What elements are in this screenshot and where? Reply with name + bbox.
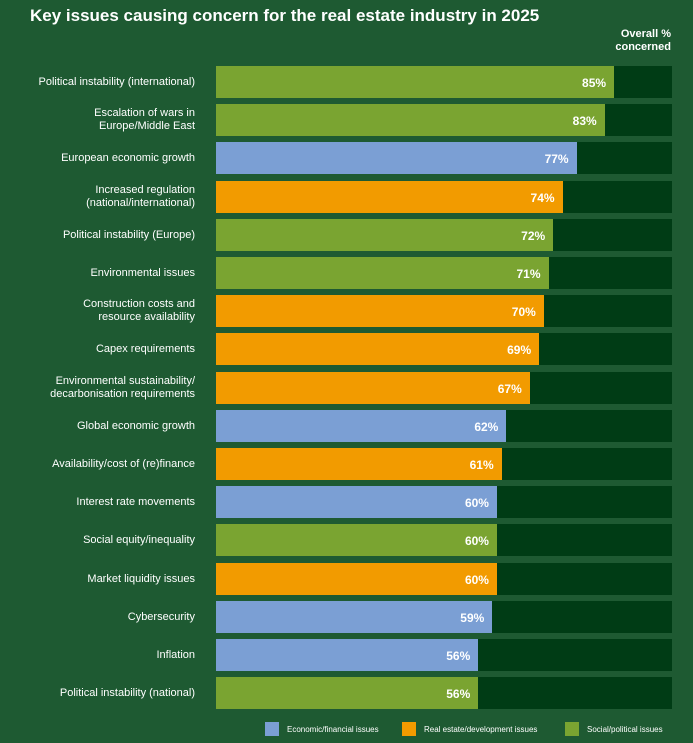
- bar: [216, 639, 479, 671]
- bar-value-label: 61%: [469, 458, 494, 472]
- bar-value-label: 56%: [446, 649, 471, 663]
- bar-value-label: 71%: [516, 267, 541, 281]
- bar-value-label: 70%: [511, 305, 536, 319]
- category-label-text: Interest rate movements: [76, 495, 195, 508]
- bar-track: [216, 333, 672, 365]
- bar-value-label: 62%: [474, 420, 499, 434]
- bar-track: [216, 219, 672, 251]
- category-label-text: European economic growth: [61, 151, 195, 164]
- category-label: Social equity/inequality: [0, 524, 195, 556]
- bar-track: [216, 448, 672, 480]
- bar: [216, 181, 563, 213]
- bar: [216, 142, 577, 174]
- category-label: Political instability (Europe): [0, 219, 195, 251]
- bar-value-label: 69%: [507, 343, 532, 357]
- legend-label: Real estate/development issues: [424, 724, 538, 734]
- bar: [216, 486, 497, 518]
- bar-track: [216, 257, 672, 289]
- category-label-text: Cybersecurity: [127, 610, 195, 623]
- bar-track: [216, 295, 672, 327]
- category-label: Interest rate movements: [0, 486, 195, 518]
- category-label-text: Environmental sustainability/decarbonisa…: [50, 375, 195, 400]
- category-label: Global economic growth: [0, 410, 195, 442]
- bar: [216, 219, 554, 251]
- bar-value-label: 60%: [464, 573, 489, 587]
- legend-swatch: [402, 722, 416, 736]
- legend-swatch: [565, 722, 579, 736]
- bar-track: [216, 639, 672, 671]
- bar-value-label: 72%: [521, 229, 546, 243]
- bar: [216, 66, 615, 98]
- category-label-text: Inflation: [156, 648, 195, 661]
- bar-value-label: 83%: [572, 114, 597, 128]
- bar-value-label: 60%: [464, 534, 489, 548]
- category-label: Environmental sustainability/decarbonisa…: [0, 372, 195, 404]
- category-label-text: Environmental issues: [90, 266, 195, 279]
- category-label-text: Political instability (international): [38, 75, 195, 88]
- bar: [216, 410, 507, 442]
- category-label: Market liquidity issues: [0, 563, 195, 595]
- bar-value-label: 67%: [497, 382, 522, 396]
- legend-label: Social/political issues: [587, 724, 663, 734]
- bar-track: [216, 410, 672, 442]
- bar: [216, 372, 530, 404]
- category-label-text: Market liquidity issues: [87, 572, 195, 585]
- category-label-text: Political instability (national): [59, 686, 195, 699]
- category-label: Availability/cost of (re)finance: [0, 448, 195, 480]
- bar-track: [216, 372, 672, 404]
- bar: [216, 448, 502, 480]
- bar-track: [216, 104, 672, 136]
- category-label: Construction costs and resource availabil…: [0, 295, 195, 327]
- bar: [216, 295, 544, 327]
- category-label: European economic growth: [0, 142, 195, 174]
- legend-label: Economic/financial issues: [287, 724, 379, 734]
- bar-value-label: 77%: [544, 152, 569, 166]
- bar: [216, 677, 479, 709]
- bar-track: [216, 486, 672, 518]
- bar-value-label: 74%: [530, 191, 555, 205]
- legend: Economic/financial issues Real estate/dev…: [0, 722, 693, 738]
- bar: [216, 524, 497, 556]
- bar-value-label: 85%: [582, 76, 607, 90]
- legend-swatch: [265, 722, 279, 736]
- category-label: Increased regulation (national/internatio…: [0, 181, 195, 213]
- legend-item: Social/political issues: [565, 722, 663, 736]
- category-label-text: Political instability (Europe): [62, 228, 195, 241]
- bar-track: [216, 524, 672, 556]
- bar-track: [216, 142, 672, 174]
- chart-title: Key issues causing concern for the real …: [30, 6, 540, 25]
- category-label-text: Increased regulation (national/internatio…: [86, 184, 195, 209]
- overall-concerned-label: Overall % concerned: [615, 28, 671, 53]
- bar: [216, 257, 549, 289]
- category-label: Cybersecurity: [0, 601, 195, 633]
- category-label-text: Capex requirements: [95, 342, 195, 355]
- category-label: Escalation of wars in Europe/Middle East: [0, 104, 195, 136]
- category-label-text: Global economic growth: [76, 419, 195, 432]
- bar: [216, 104, 605, 136]
- category-label: Political instability (national): [0, 677, 195, 709]
- bar: [216, 333, 540, 365]
- bar: [216, 601, 493, 633]
- bar-track: [216, 181, 672, 213]
- category-label-text: Availability/cost of (re)finance: [52, 457, 195, 470]
- category-label-text: Construction costs and resource availabil…: [83, 298, 195, 323]
- bar-value-label: 59%: [460, 611, 485, 625]
- bar-track: [216, 601, 672, 633]
- bar-value-label: 56%: [446, 687, 471, 701]
- overall-concerned-header: Overall % concerned: [591, 28, 671, 54]
- legend-item: Economic/financial issues: [265, 722, 379, 736]
- category-label: Environmental issues: [0, 257, 195, 289]
- bar-track: [216, 66, 672, 98]
- bar-value-label: 60%: [464, 496, 489, 510]
- bar-track: [216, 563, 672, 595]
- bar-track: [216, 677, 672, 709]
- category-label: Inflation: [0, 639, 195, 671]
- category-label: Political instability (international): [0, 66, 195, 98]
- bar: [216, 563, 497, 595]
- legend-item: Real estate/development issues: [402, 722, 537, 736]
- category-label-text: Social equity/inequality: [83, 533, 195, 546]
- category-label: Capex requirements: [0, 333, 195, 365]
- category-label-text: Escalation of wars in Europe/Middle East: [94, 107, 195, 132]
